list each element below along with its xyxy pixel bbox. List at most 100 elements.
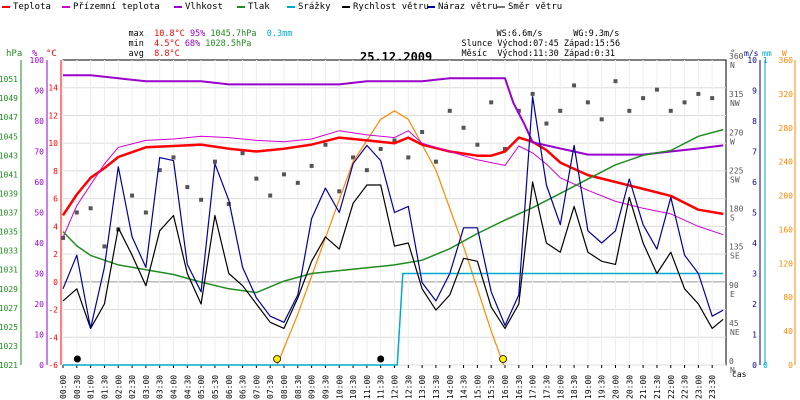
legend-item-sm-r-v-tru: Směr větru xyxy=(497,2,562,12)
axis-tick-hpa: 1031 xyxy=(0,266,18,275)
legend-item-p-zemn-teplota: Přízemní teplota xyxy=(62,2,160,12)
x-tick-label: 08:00 xyxy=(280,375,289,399)
axis-tick-watt: 0 xyxy=(788,361,793,370)
stats-moon-rise: Východ:11:30 xyxy=(497,49,559,59)
x-tick-label: 06:00 xyxy=(225,375,234,399)
axis-tick-ms: 8 xyxy=(752,117,757,126)
axis-tick-percent: 0 xyxy=(39,361,44,370)
axis-unit-watt: W xyxy=(782,49,787,58)
axis-tick-hpa: 1037 xyxy=(0,209,18,218)
axis-tick-direction: 180 xyxy=(729,205,744,214)
stats-avg-label: avg xyxy=(128,49,144,59)
legend-label: Směr větru xyxy=(508,2,563,12)
axis-tick-compass: NW xyxy=(730,99,740,108)
wind-direction-point xyxy=(654,87,659,92)
wind-direction-point xyxy=(295,180,300,185)
wind-direction-point xyxy=(212,159,217,164)
legend-label: Přízemní teplota xyxy=(73,2,160,12)
x-tick-label: 22:30 xyxy=(681,375,690,399)
wind-direction-point xyxy=(447,108,452,113)
x-tick-label: 02:30 xyxy=(128,375,137,399)
wind-direction-point xyxy=(696,91,701,96)
axis-tick-hpa: 1033 xyxy=(0,247,18,256)
axis-tick-watt: 160 xyxy=(779,225,794,234)
x-tick-label: 19:30 xyxy=(598,375,607,399)
wind-direction-point xyxy=(668,108,673,113)
axis-tick-hpa: 1021 xyxy=(0,361,18,370)
stats-sun-set: Západ:15:56 xyxy=(563,39,621,49)
wind-direction-point xyxy=(185,185,190,190)
wind-direction-point xyxy=(503,146,507,151)
axis-tick-watt: 360 xyxy=(779,56,794,65)
stats-sun: Slunce Východ:07:45 Západ:15:56 xyxy=(441,29,620,59)
x-tick-label: 04:30 xyxy=(183,375,192,399)
axis-tick-watt: 240 xyxy=(779,158,794,167)
axis-tick-ms: 7 xyxy=(752,148,757,157)
stats-avg-row: avg 8.8°C xyxy=(108,39,179,69)
stats-min-press: 1028.5hPa xyxy=(205,39,252,49)
legend-swatch xyxy=(174,5,182,8)
axis-tick-watt: 120 xyxy=(779,259,794,268)
axis-tick-direction: 135 xyxy=(729,243,744,252)
axis-tick-percent: 90 xyxy=(34,87,44,96)
legend-item-teplota: Teplota xyxy=(2,2,51,12)
x-tick-label: 09:30 xyxy=(321,375,330,399)
axis-tick-celsius: 0 xyxy=(53,278,58,287)
wind-direction-point xyxy=(88,206,93,211)
wind-direction-point xyxy=(226,202,231,207)
x-tick-label: 13:00 xyxy=(418,375,427,399)
axis-tick-percent: 80 xyxy=(34,117,44,126)
legend-label: Rychlost větru xyxy=(353,2,429,12)
axis-tick-watt: 280 xyxy=(779,124,794,133)
axis-tick-compass: W xyxy=(730,137,735,146)
legend-label: Vlhkost xyxy=(185,2,223,12)
stats-moon: Měsíc Východ:11:30 Západ:0:31 xyxy=(441,39,615,69)
series-line-sun xyxy=(276,110,505,366)
axis-tick-compass: E xyxy=(730,290,735,299)
x-tick-label: 10:00 xyxy=(335,375,344,399)
stats-min-row: min 4.5°C 68% 1028.5hPa xyxy=(108,29,251,59)
x-tick-label: 23:00 xyxy=(694,375,703,399)
wind-direction-point xyxy=(309,163,314,168)
wind-direction-point xyxy=(199,197,204,202)
wind-direction-point xyxy=(102,244,107,249)
axis-tick-hpa: 1041 xyxy=(0,170,18,179)
sun-marker xyxy=(273,355,281,363)
axis-tick-hpa: 1043 xyxy=(0,151,18,160)
axis-tick-hpa: 1039 xyxy=(0,189,18,198)
wind-direction-point xyxy=(475,142,480,147)
stats-sun-rise: Východ:07:45 xyxy=(497,39,559,49)
axis-tick-direction: 315 xyxy=(729,90,744,99)
x-tick-label: 14:30 xyxy=(460,375,469,399)
stats-moon-label: Měsíc xyxy=(461,49,488,59)
axis-tick-watt: 80 xyxy=(783,293,793,302)
x-tick-label: 21:00 xyxy=(639,375,648,399)
stats-min-hum: 68% xyxy=(184,39,201,49)
x-tick-label: 00:30 xyxy=(73,375,82,399)
axis-tick-ms: 3 xyxy=(752,270,757,279)
x-tick-label: 18:30 xyxy=(570,375,579,399)
axis-tick-direction: 90 xyxy=(729,281,739,290)
axis-tick-compass: SE xyxy=(730,252,740,261)
axis-tick-ms: 9 xyxy=(752,87,757,96)
moon-marker xyxy=(73,355,81,363)
wind-direction-point xyxy=(337,189,342,194)
axis-tick-watt: 320 xyxy=(779,90,794,99)
axis-tick-hpa: 1045 xyxy=(0,132,18,141)
stats-moon-set: Západ:0:31 xyxy=(563,49,616,59)
axis-tick-percent: 40 xyxy=(34,239,44,248)
legend-swatch xyxy=(237,5,245,8)
axis-tick-ms: 5 xyxy=(752,209,757,218)
axis-tick-compass: N xyxy=(730,366,735,375)
wind-direction-point xyxy=(461,125,466,130)
axis-tick-celsius: 10 xyxy=(48,139,58,148)
x-tick-label: 07:00 xyxy=(252,375,261,399)
wind-direction-point xyxy=(157,168,162,173)
legend-swatch xyxy=(342,5,350,8)
wind-direction-point xyxy=(627,108,632,113)
stats-ws: WS:6.6m/s xyxy=(496,29,543,39)
wind-direction-point xyxy=(433,159,438,164)
wind-direction-point xyxy=(572,83,577,88)
legend-swatch xyxy=(497,5,505,8)
x-tick-label: 17:30 xyxy=(542,375,551,399)
